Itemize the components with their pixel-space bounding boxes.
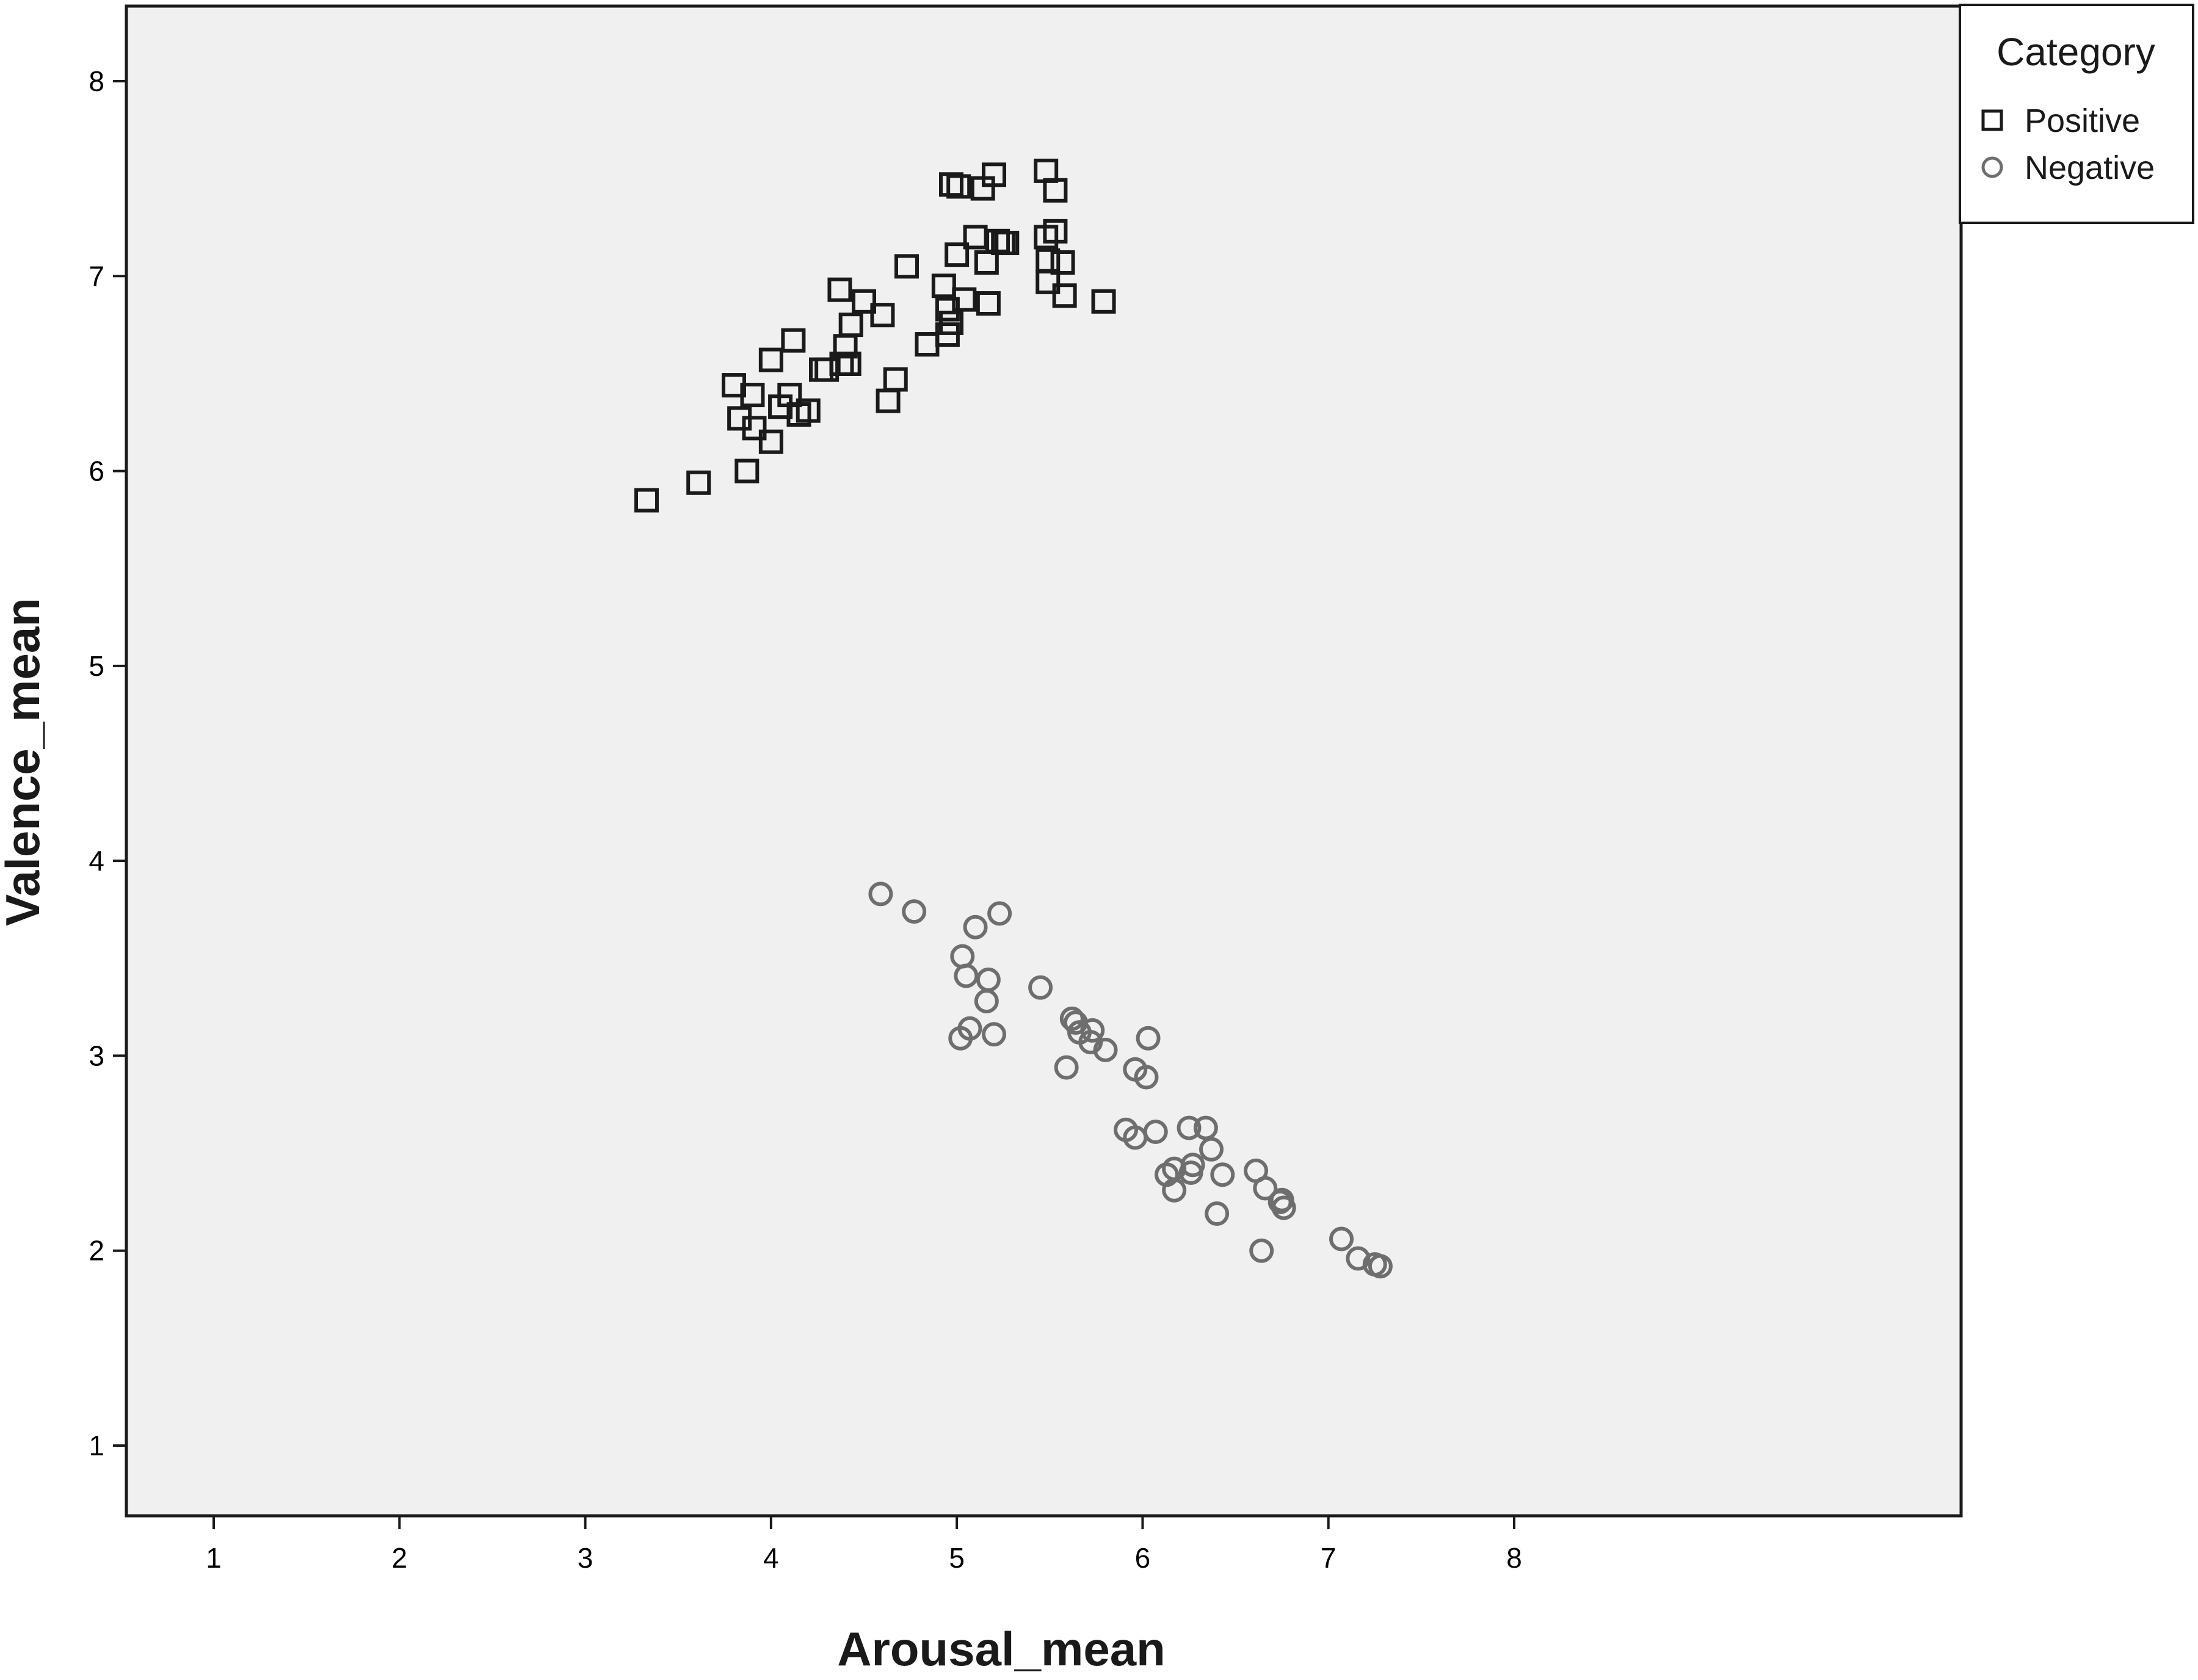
- y-tick-label: 1: [89, 1430, 104, 1461]
- x-tick-label: 1: [206, 1542, 222, 1574]
- negative-point: [1093, 1037, 1118, 1062]
- x-tick-label: 3: [578, 1542, 593, 1574]
- negative-point: [1134, 1065, 1159, 1090]
- legend-title: Category: [1997, 30, 2155, 74]
- positive-point: [827, 277, 852, 302]
- y-tick-label: 4: [89, 845, 104, 877]
- negative-point: [1080, 1018, 1105, 1043]
- y-tick-label: 8: [89, 65, 104, 97]
- positive-point: [838, 313, 863, 338]
- positive-point: [1036, 269, 1061, 294]
- x-axis-title: Arousal_mean: [837, 1622, 1166, 1676]
- negative-point: [1136, 1026, 1161, 1051]
- legend-item-label: Negative: [2025, 150, 2155, 186]
- positive-point: [976, 291, 1001, 316]
- positive-point: [781, 328, 806, 353]
- positive-point: [742, 416, 767, 441]
- positive-point: [894, 254, 919, 279]
- data-points: [634, 158, 1393, 1279]
- positive-point: [740, 383, 765, 408]
- y-tick-label: 2: [89, 1235, 104, 1267]
- negative-point: [1329, 1226, 1354, 1251]
- positive-point: [939, 310, 964, 335]
- negative-point: [1059, 1006, 1084, 1031]
- x-tick-label: 5: [949, 1542, 965, 1574]
- negative-point: [987, 901, 1012, 926]
- x-tick-label: 8: [1506, 1542, 1522, 1574]
- negative-point: [1193, 1115, 1218, 1140]
- negative-point: [982, 1022, 1006, 1047]
- positive-point: [852, 289, 876, 314]
- positive-point: [758, 429, 783, 454]
- negative-point: [902, 899, 927, 924]
- positive-point: [686, 470, 711, 495]
- legend-items: Positive Negative: [1981, 103, 2155, 186]
- y-tick-label: 7: [89, 260, 104, 292]
- positive-point: [939, 172, 964, 197]
- positive-point: [1043, 219, 1068, 244]
- legend: Category Positive Negative: [1959, 4, 2194, 224]
- negative-point: [1210, 1162, 1235, 1187]
- negative-point: [1368, 1254, 1393, 1279]
- negative-point: [1271, 1195, 1296, 1220]
- positive-point: [995, 231, 1020, 256]
- negative-point: [1253, 1176, 1278, 1201]
- legend-box: [1959, 4, 2194, 224]
- x-axis: 1 2 3 4 5 6 7 8: [206, 1516, 1522, 1574]
- negative-point: [976, 967, 1001, 992]
- negative-point: [1249, 1238, 1274, 1263]
- positive-point: [836, 351, 861, 376]
- x-tick-label: 7: [1321, 1542, 1337, 1574]
- positive-point: [634, 488, 659, 513]
- positive-point: [1050, 250, 1075, 275]
- y-tick-label: 5: [89, 650, 104, 682]
- positive-point: [1052, 283, 1077, 308]
- negative-point: [868, 882, 893, 907]
- positive-point: [870, 303, 895, 328]
- positive-point: [796, 398, 821, 423]
- x-tick-label: 4: [763, 1542, 779, 1574]
- y-tick-label: 6: [89, 455, 104, 487]
- x-tick-label: 2: [391, 1542, 407, 1574]
- positive-point: [734, 458, 760, 483]
- positive-point: [982, 162, 1006, 187]
- negative-point: [1028, 975, 1053, 1000]
- negative-point: [1177, 1115, 1202, 1140]
- positive-point: [1091, 289, 1116, 314]
- negative-point: [963, 914, 988, 940]
- negative-point: [1054, 1055, 1079, 1080]
- legend-item-label: Positive: [2025, 103, 2140, 139]
- negative-point: [1180, 1153, 1205, 1178]
- positive-point: [946, 174, 971, 199]
- y-axis-title: Valence_mean: [0, 598, 49, 926]
- y-tick-label: 3: [89, 1040, 104, 1071]
- positive-point: [758, 347, 783, 372]
- positive-point: [1043, 178, 1068, 203]
- positive-point: [945, 242, 970, 267]
- negative-point: [1199, 1137, 1224, 1162]
- legend-circle-icon: [1981, 156, 2003, 178]
- legend-square-icon: [1981, 109, 2003, 131]
- negative-point: [954, 963, 979, 988]
- y-axis: 1 2 3 4 5 6 7 8: [89, 65, 126, 1461]
- negative-point: [957, 1016, 982, 1041]
- x-tick-label: 6: [1135, 1542, 1151, 1574]
- plot-area: [125, 4, 1963, 1518]
- negative-point: [1143, 1119, 1168, 1144]
- positive-point: [931, 273, 956, 299]
- positive-point: [952, 287, 977, 312]
- negative-point: [1205, 1201, 1230, 1226]
- positive-point: [883, 367, 908, 392]
